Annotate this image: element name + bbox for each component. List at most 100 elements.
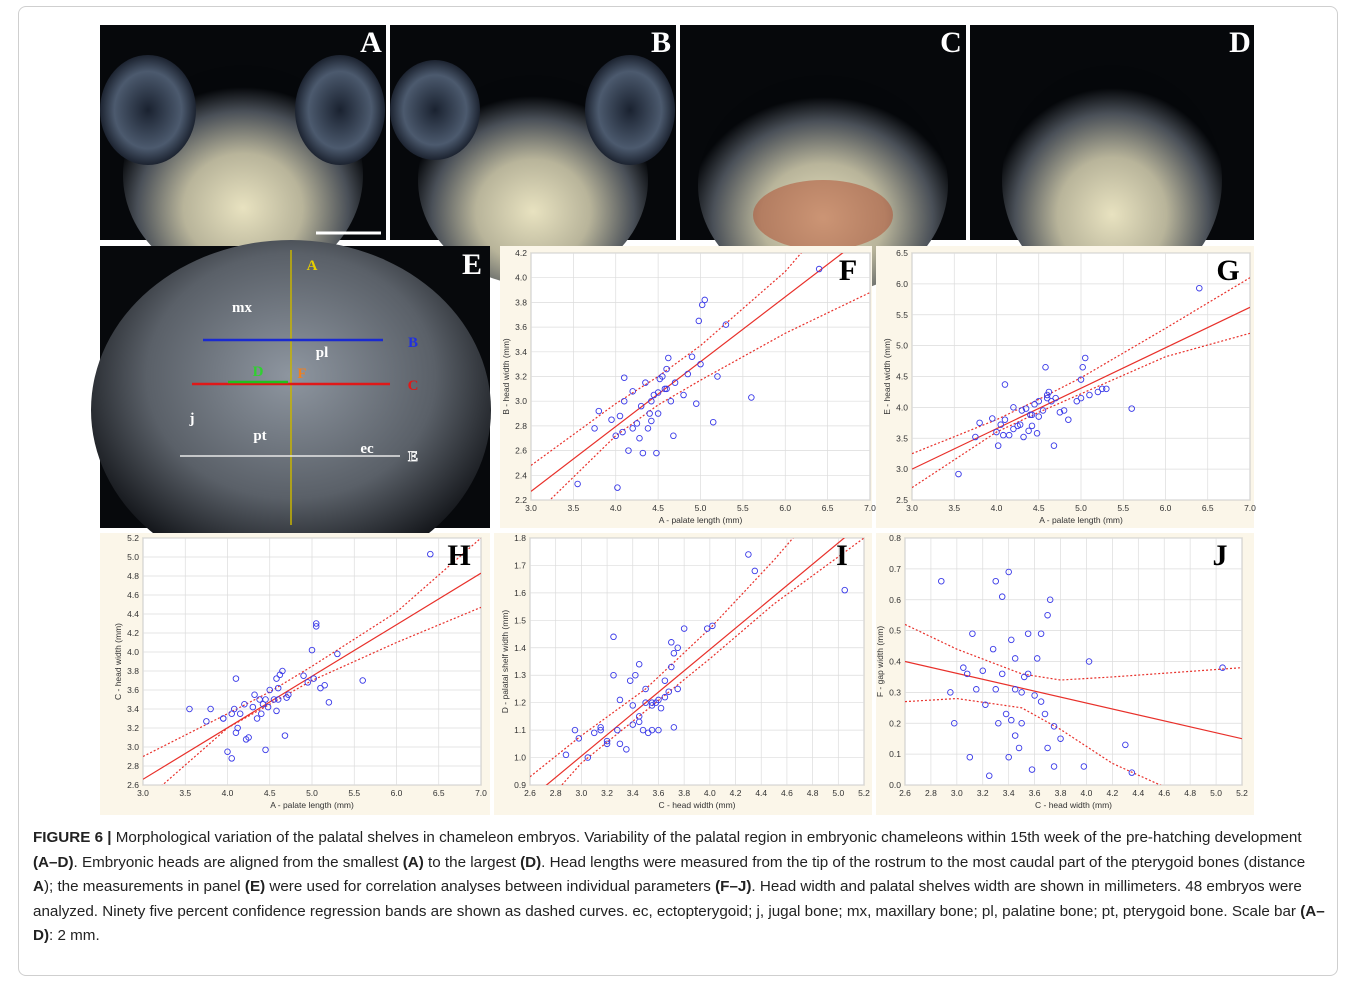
confidence-band [161,606,481,785]
y-tick-label: 4.0 [896,402,908,412]
point [1044,744,1051,752]
confidence-band [561,538,864,785]
point [709,418,717,426]
point [992,577,999,585]
point [1005,753,1012,761]
point [1219,664,1226,671]
point [610,671,617,679]
point [654,410,662,417]
panel-label: A [360,26,382,59]
photo-d: D [970,25,1254,295]
point [220,715,227,722]
x-tick-label: 4.2 [730,788,742,798]
x-tick-label: 4.6 [1158,788,1170,798]
point [722,321,730,328]
x-axis-label: A - palate length (mm) [1039,515,1123,525]
caption-text: (A–D) [33,902,1325,945]
y-tick-label: 3.2 [515,372,527,382]
y-tick-label: 0.6 [889,595,901,605]
point [688,353,696,360]
point [986,772,993,779]
x-tick-label: 4.5 [264,788,276,798]
x-tick-label: 7.0 [475,788,487,798]
point [612,432,620,440]
point [1060,407,1068,414]
annotation: F [297,366,306,382]
x-tick-label: 5.2 [858,788,870,798]
point [270,696,278,703]
point [234,724,241,732]
y-axis-label: D - palatal shelf width (mm) [500,610,510,714]
point [1011,655,1019,662]
point [608,416,615,423]
y-tick-label: 4.2 [515,248,527,258]
point [667,397,675,405]
confidence-band [549,291,870,500]
y-tick-label: 2.6 [127,780,139,790]
y-tick-label: 4.2 [127,628,139,638]
y-axis-label: C - head width (mm) [113,623,123,700]
point [614,726,621,734]
x-tick-label: 2.8 [925,788,937,798]
y-tick-label: 1.1 [514,725,526,735]
point [966,753,974,761]
y-tick-label: 4.6 [127,590,139,600]
point [955,470,962,478]
point [642,379,649,386]
x-tick-label: 5.5 [348,788,360,798]
point [304,679,312,686]
x-tick-label: 5.5 [737,503,749,513]
annotation: mx [232,300,252,316]
point [709,622,716,630]
point [1031,401,1038,408]
point [1196,284,1203,292]
y-tick-label: 3.5 [896,433,908,443]
x-tick-label: 7.0 [1244,503,1256,513]
point [655,696,662,704]
y-tick-label: 3.8 [127,666,139,676]
point [1039,407,1047,414]
point [359,677,366,684]
panel-label: G [1216,254,1239,287]
point [325,699,333,706]
caption-text: (D) [520,853,542,871]
annotation: ec [360,441,374,457]
y-tick-label: 4.8 [127,571,139,581]
point [616,740,624,748]
point [1018,720,1025,727]
point [1035,413,1042,420]
point [938,577,945,585]
point [982,701,989,708]
x-axis-label: A - palate length (mm) [659,515,743,525]
point [947,689,954,696]
y-tick-label: 1.3 [514,670,526,680]
point [989,415,996,422]
y-tick-label: 5.2 [127,533,139,543]
point [310,675,317,682]
point [665,354,672,362]
y-tick-label: 0.5 [889,626,901,636]
x-tick-label: 5.0 [695,503,707,513]
point [614,484,621,491]
point [657,704,665,712]
point [1020,673,1028,681]
caption-text: to the largest [423,853,521,871]
y-tick-label: 3.0 [896,464,908,474]
x-axis-label: C - head width (mm) [659,800,736,810]
point [1005,568,1012,576]
point [203,718,210,725]
figure: A B C D A mx B pl D F C j pt ec E E 3.0 3… [91,25,1256,815]
point [1046,596,1054,604]
confidence-band [912,332,1250,489]
point [1065,416,1072,423]
point [253,715,261,722]
annotation: pt [253,428,266,444]
point [639,726,647,734]
point [575,735,583,742]
y-tick-label: 6.5 [896,248,908,258]
caption-text: FIGURE 6 | [33,829,112,846]
point [623,746,630,753]
y-tick-label: 1.5 [514,615,526,625]
point [668,639,675,646]
annotation: A [307,258,318,274]
